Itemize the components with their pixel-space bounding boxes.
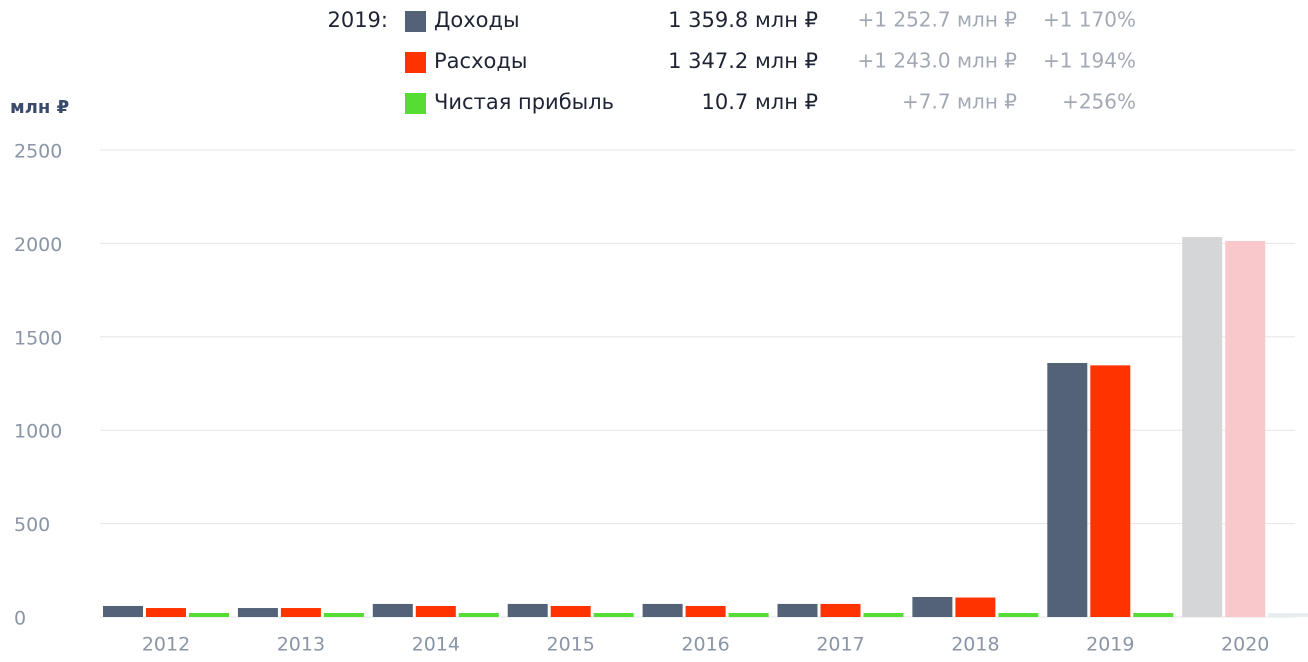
bar xyxy=(998,613,1039,617)
bar xyxy=(642,603,683,617)
bar xyxy=(372,603,413,617)
bar xyxy=(323,613,364,617)
bar xyxy=(685,605,726,617)
bar xyxy=(415,605,456,617)
bar xyxy=(593,613,634,617)
x-tick-label: 2014 xyxy=(412,634,460,656)
bar xyxy=(550,605,591,617)
bar xyxy=(777,603,818,617)
y-tick-label: 2000 xyxy=(14,234,62,256)
x-tick-label: 2019 xyxy=(1086,634,1134,656)
y-axis-label: млн ₽ xyxy=(10,97,69,118)
y-tick-label: 500 xyxy=(14,514,50,536)
summary-change: +7.7 млн ₽ xyxy=(902,90,1017,114)
x-tick-label: 2012 xyxy=(142,634,190,656)
summary-value: 1 347.2 млн ₽ xyxy=(668,49,818,73)
bar xyxy=(146,608,186,617)
bar xyxy=(280,608,321,617)
bar xyxy=(1047,362,1088,617)
x-tick-label: 2020 xyxy=(1221,634,1269,656)
x-tick-label: 2018 xyxy=(951,634,999,656)
bar xyxy=(728,613,769,617)
summary-value: 1 359.8 млн ₽ xyxy=(668,8,818,32)
summary-percent: +1 194% xyxy=(1043,49,1136,73)
bar xyxy=(820,603,861,617)
summary-change: +1 252.7 млн ₽ xyxy=(858,8,1018,32)
bar xyxy=(912,596,953,617)
y-tick-label: 2500 xyxy=(14,141,62,163)
summary-percent: +1 170% xyxy=(1043,8,1136,32)
y-tick-label: 1500 xyxy=(14,327,62,349)
legend-label: Чистая прибыль xyxy=(434,90,614,114)
legend-label: Доходы xyxy=(434,8,520,32)
y-tick-label: 0 xyxy=(14,608,26,630)
summary-value: 10.7 млн ₽ xyxy=(702,90,818,114)
bar xyxy=(458,613,499,617)
summary-percent: +256% xyxy=(1062,90,1136,114)
legend-swatch xyxy=(405,11,426,32)
bar xyxy=(1225,240,1266,617)
bar xyxy=(1182,237,1223,617)
x-tick-label: 2015 xyxy=(547,634,595,656)
legend-label: Расходы xyxy=(434,49,527,73)
bar xyxy=(237,608,278,617)
bar xyxy=(863,613,904,617)
y-tick-label: 1000 xyxy=(14,421,62,443)
x-tick-label: 2013 xyxy=(277,634,325,656)
summary-label: 2019: xyxy=(327,8,388,32)
bar xyxy=(1090,365,1131,617)
legend-swatch xyxy=(405,52,426,73)
bar xyxy=(955,597,996,617)
bar xyxy=(103,605,143,617)
x-tick-label: 2016 xyxy=(681,634,729,656)
bar xyxy=(1133,613,1174,617)
x-tick-label: 2017 xyxy=(816,634,864,656)
bar xyxy=(189,613,229,617)
bar xyxy=(507,603,548,617)
legend-swatch xyxy=(405,93,426,114)
bar xyxy=(1268,613,1308,617)
summary-change: +1 243.0 млн ₽ xyxy=(858,49,1018,73)
